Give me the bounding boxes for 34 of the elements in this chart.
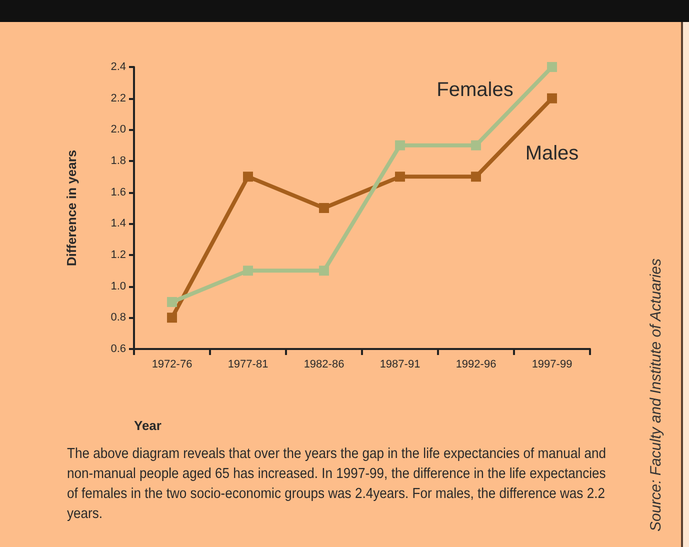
y-tick-label: 0.8 xyxy=(110,312,126,324)
point xyxy=(167,312,177,323)
point xyxy=(471,140,481,150)
y-tick-label: 2.2 xyxy=(110,92,126,104)
series-label: Males xyxy=(525,142,579,164)
point xyxy=(395,172,405,182)
y-tick-label: 1.8 xyxy=(110,155,126,167)
x-tick-label: 1982-86 xyxy=(304,358,344,370)
point xyxy=(547,93,557,104)
x-tick-label: 1972-76 xyxy=(152,358,192,370)
point xyxy=(243,172,253,182)
y-tick-label: 1.0 xyxy=(110,280,126,292)
y-axis-title: Difference in years xyxy=(64,150,79,266)
y-tick-label: 0.6 xyxy=(110,343,126,355)
x-tick-label: 1997-99 xyxy=(532,358,572,370)
y-tick-label: 1.2 xyxy=(110,249,126,261)
point xyxy=(319,203,329,213)
point xyxy=(167,297,177,307)
y-tick-label: 1.6 xyxy=(110,186,126,198)
x-tick-label: 1977-81 xyxy=(228,358,268,370)
y-tick-label: 2.0 xyxy=(110,124,126,136)
x-tick-label: 1987-91 xyxy=(380,358,420,370)
point xyxy=(395,140,405,150)
x-tick-label: 1992-96 xyxy=(456,358,496,370)
point xyxy=(471,172,481,182)
text: The above diagram reveals that over the years the gap in the life expectancies of manual and non-manual people aged 65 has increased. In 1997-99, the difference in the life expectancies of females in the two socio-economic groups was 2.4years. For males, the difference was 2.2 years. xyxy=(67,445,607,524)
x-axis-title: Year xyxy=(134,418,162,433)
y-tick-label: 2.4 xyxy=(110,61,126,73)
source-note: Source: Faculty and Institute of Actuaries xyxy=(648,258,664,532)
point xyxy=(547,62,557,72)
point xyxy=(319,266,329,276)
series-label: Females xyxy=(436,79,514,101)
point xyxy=(243,266,253,276)
y-tick-label: 1.4 xyxy=(110,218,126,230)
